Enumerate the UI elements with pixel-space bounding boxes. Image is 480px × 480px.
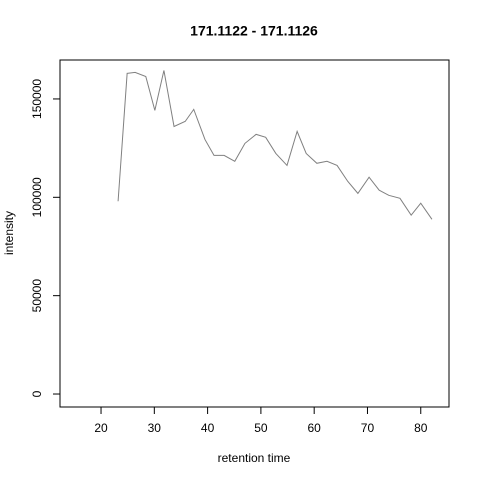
x-tick-label: 30 bbox=[148, 421, 162, 435]
x-tick-label: 50 bbox=[254, 421, 268, 435]
y-tick-label: 100000 bbox=[30, 177, 44, 217]
x-tick-label: 20 bbox=[94, 421, 108, 435]
x-axis-label: retention time bbox=[218, 451, 291, 465]
chart-title: 171.1122 - 171.1126 bbox=[190, 23, 318, 39]
data-line bbox=[117, 70, 433, 220]
x-tick-label: 60 bbox=[308, 421, 322, 435]
y-tick-label: 0 bbox=[30, 390, 44, 397]
x-tick-label: 70 bbox=[361, 421, 375, 435]
plot-box bbox=[59, 59, 450, 408]
x-tick-label: 40 bbox=[201, 421, 215, 435]
y-axis-label: intensity bbox=[2, 211, 16, 255]
y-tick-label: 50000 bbox=[30, 279, 44, 313]
y-tick-label: 150000 bbox=[30, 79, 44, 119]
x-tick-label: 80 bbox=[414, 421, 428, 435]
